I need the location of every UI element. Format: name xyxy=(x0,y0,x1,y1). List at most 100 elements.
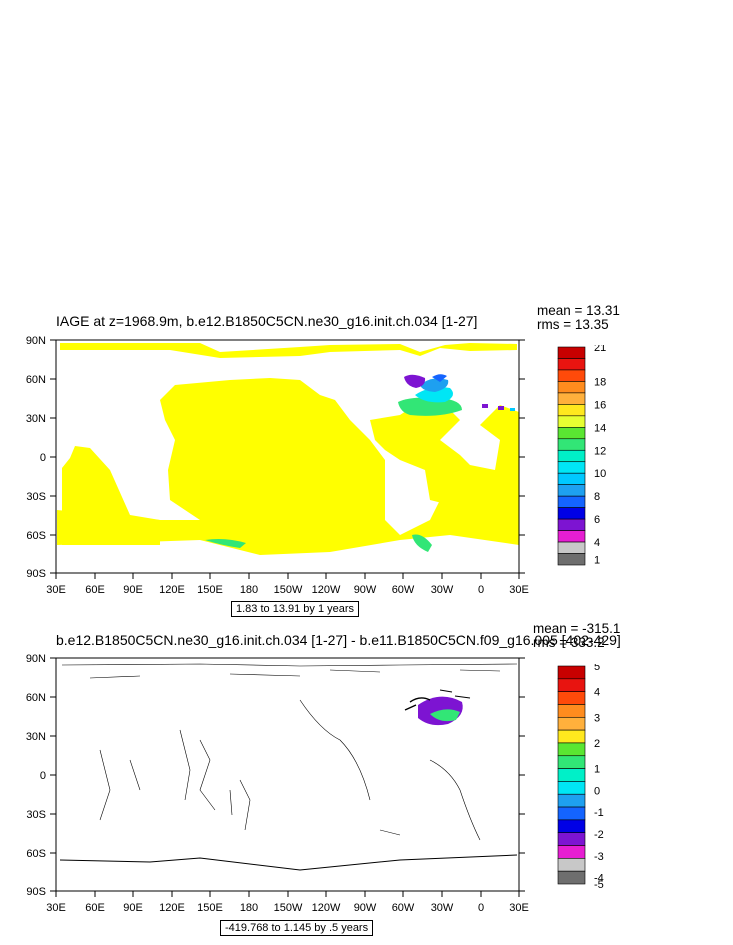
panel2-colorbar-label: 0 xyxy=(594,785,600,797)
panel1-colorbar-label: 4 xyxy=(594,537,600,549)
panel2-mean: mean = -315.1 xyxy=(533,621,621,636)
panel1-lon-label: 30E xyxy=(509,584,529,596)
panel1-colorbar-label: 18 xyxy=(594,376,606,388)
panel2-lat-label: 90N xyxy=(26,653,46,665)
panel1-colorbar-swatch xyxy=(557,472,586,485)
panel2-colorbar-swatch xyxy=(557,678,586,692)
panel2-lon-label: 30W xyxy=(431,902,454,914)
panel1-colorbar-swatch xyxy=(557,507,586,520)
panel1-lat-label: 30S xyxy=(26,491,46,503)
panel1-colorbar-swatch xyxy=(557,461,586,474)
panel1-lon-label: 180 xyxy=(240,584,258,596)
panel1-lon-label: 90E xyxy=(123,584,143,596)
panel1-colorbar-swatch xyxy=(557,518,586,531)
panel2-north-atlantic-patch xyxy=(404,689,471,726)
panel2-colorbar-swatch xyxy=(557,716,586,731)
panel2-lat-label: 0 xyxy=(40,770,46,782)
panel1-title: IAGE at z=1968.9m, b.e12.B1850C5CN.ne30_… xyxy=(56,313,478,329)
panel1-colorbar-swatch xyxy=(557,495,586,508)
panel2-lat-label: 60N xyxy=(26,692,46,704)
panel1-lat-label: 0 xyxy=(40,452,46,464)
panel2-colorbar-swatch xyxy=(557,793,586,808)
panel2-colorbar-label: 1 xyxy=(594,764,600,776)
panel1-colorbar-label: 14 xyxy=(594,422,606,434)
panel2-lon-label: 120E xyxy=(159,902,185,914)
panel2-colorbar-swatch xyxy=(557,858,586,872)
panel1-colorbar-label: 8 xyxy=(594,491,600,503)
panel1-lon-label: 150E xyxy=(197,584,223,596)
panel1-lon-label: 60E xyxy=(85,584,105,596)
panel2-lon-label: 60W xyxy=(392,902,415,914)
panel2-lon-label: 180 xyxy=(240,902,258,914)
panel1-southern-patches xyxy=(205,534,432,552)
panel1-colorbar-swatch xyxy=(557,541,586,554)
panel1-colorbar-swatch xyxy=(557,346,586,359)
panel2-lon-label: 120W xyxy=(312,902,341,914)
panel2-colorbar: 5 4 3 2 1 0 -1 -2 -3 -4-5 xyxy=(557,664,604,891)
panel1-north-atlantic-patch xyxy=(398,374,515,416)
panel2-lon-label: 90E xyxy=(123,902,143,914)
panel2-colorbar-label: -4 xyxy=(594,873,604,885)
panel1-lon-label: 0 xyxy=(478,584,484,596)
panel1-colorbar-label: 16 xyxy=(594,399,606,411)
panel2-colorbar-label: 4 xyxy=(594,687,600,699)
panel2-colorbar-swatch xyxy=(557,806,586,821)
panel2-title: b.e12.B1850C5CN.ne30_g16.init.ch.034 [1-… xyxy=(56,632,621,648)
panel1-colorbar-label: 6 xyxy=(594,514,600,526)
panel1-lon-label: 30E xyxy=(46,584,66,596)
panel2-colorbar-swatch xyxy=(557,755,586,769)
panel2-contour-range: -419.768 to 1.145 by .5 years xyxy=(220,920,374,936)
panel2-coastline-contours xyxy=(59,663,518,871)
panel1-lon-label: 150W xyxy=(274,584,303,596)
panel2-colorbar-swatch xyxy=(557,781,586,795)
panel1-colorbar-swatch xyxy=(557,553,586,566)
panel2-colorbar-swatch xyxy=(557,704,586,718)
panel2-rms: rms = 333.2 xyxy=(533,635,605,650)
panel1-colorbar-label: 12 xyxy=(594,445,606,457)
panel2-lon-label: 30E xyxy=(46,902,66,914)
panel2-colorbar-swatch xyxy=(557,768,586,782)
panel2-lon-label: 0 xyxy=(478,902,484,914)
panel1-lat-label: 60S xyxy=(26,530,46,542)
panel2-colorbar-swatch xyxy=(557,870,586,885)
panel2-colorbar-label: 5 xyxy=(594,664,600,673)
panel1-map: 90N 60N 30N 0 30S 60S 90S 30E 60E 90E 12… xyxy=(26,335,529,596)
panel1-ocean-field xyxy=(57,343,519,555)
panel1-colorbar-label: 21 xyxy=(594,345,606,354)
panel1-colorbar-swatch xyxy=(557,404,586,417)
panel2-lon-label: 90W xyxy=(354,902,377,914)
panel1-colorbar-swatch xyxy=(557,438,586,451)
panel1-colorbar-swatch xyxy=(557,358,586,371)
panel2-colorbar-swatch xyxy=(557,691,586,705)
panel2-colorbar-swatch xyxy=(557,742,586,757)
panel2-colorbar-label: -5 xyxy=(594,879,604,891)
panel2-map: 90N 60N 30N 0 30S 60S 90S 30E 60E 90E 12… xyxy=(26,653,529,914)
panel1-rms: rms = 13.35 xyxy=(537,317,609,332)
panel1-colorbar-swatch xyxy=(557,392,586,405)
panel2-colorbar-label: -3 xyxy=(594,851,604,863)
panel1-lon-label: 90W xyxy=(354,584,377,596)
panel2-colorbar-swatch xyxy=(557,845,586,859)
panel1-colorbar: 21 18 16 14 12 10 8 6 4 1 xyxy=(557,345,606,566)
panel1-lat-label: 30N xyxy=(26,413,46,425)
panel2-lat-label: 30N xyxy=(26,731,46,743)
panel2-colorbar-swatch xyxy=(557,665,586,680)
panel1-colorbar-swatch xyxy=(557,369,586,382)
panel2-colorbar-swatch xyxy=(557,832,586,846)
panel2-lon-label: 60E xyxy=(85,902,105,914)
panel1-colorbar-label: 10 xyxy=(594,468,606,480)
panel2-lat-label: 90S xyxy=(26,886,46,898)
panel1-colorbar-swatch xyxy=(557,449,586,463)
panel2-lat-label: 60S xyxy=(26,848,46,860)
panel2-lon-label: 150W xyxy=(274,902,303,914)
panel1-lon-label: 120E xyxy=(159,584,185,596)
panel1-colorbar-swatch xyxy=(557,427,586,440)
panel1-mean: mean = 13.31 xyxy=(537,303,620,318)
panel2-colorbar-label: -1 xyxy=(594,807,604,819)
panel1-colorbar-swatch xyxy=(557,415,586,428)
panel2-lon-label: 30E xyxy=(509,902,529,914)
panel1-lon-label: 30W xyxy=(431,584,454,596)
panel1-lat-label: 60N xyxy=(26,374,46,386)
panel2-colorbar-swatch xyxy=(557,819,586,834)
panel1-lat-label: 90N xyxy=(26,335,46,347)
